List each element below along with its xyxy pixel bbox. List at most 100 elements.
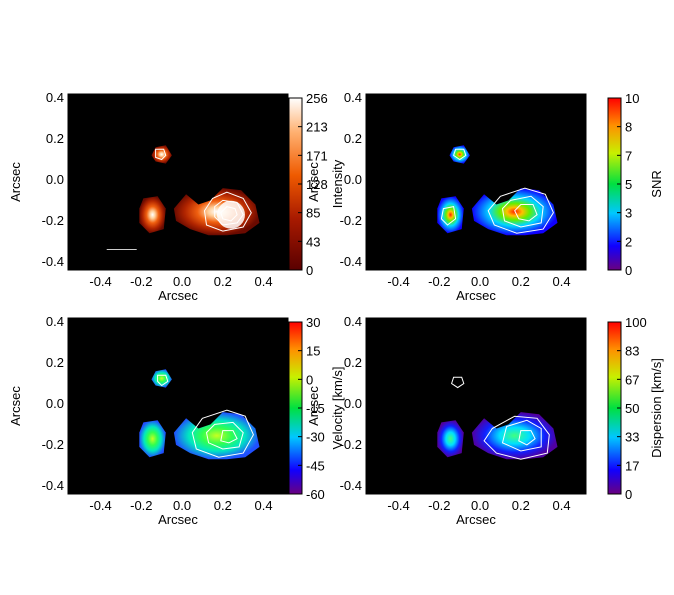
- emission-map: [139, 145, 260, 236]
- x-axis-label: Arcsec: [158, 288, 198, 303]
- y-tick-label: 0.2: [344, 355, 362, 370]
- x-tick-label: -0.2: [130, 274, 152, 289]
- chart-panel-bottom-right: -0.4 -0.2 0.0 0.2 0.4 0.4 0.2 0.0 -0.2 -0.4 Arcsec…: [306, 314, 664, 527]
- colorbar-label: Intensity: [330, 159, 345, 208]
- y-tick-label: -0.4: [42, 254, 64, 269]
- contour-line: [214, 199, 244, 226]
- colorbar-tick-label: 0: [625, 487, 632, 502]
- y-tick-label: 0.2: [46, 131, 64, 146]
- emission-region-left: [139, 196, 166, 234]
- colorbar-tick-label: 10: [625, 91, 639, 106]
- x-tick-label: 0.0: [173, 498, 191, 513]
- y-tick-label: 0.4: [344, 90, 362, 105]
- x-tick-label: -0.2: [428, 498, 450, 513]
- contour-line: [157, 374, 169, 387]
- colorbar-tick-label: 17: [625, 458, 639, 473]
- colorbar-tick-label: -45: [306, 458, 325, 473]
- contour-line: [487, 187, 554, 234]
- y-tick-label: 0.0: [46, 396, 64, 411]
- x-tick-label: 0.4: [255, 498, 273, 513]
- chart-panel-bottom-left: -0.4 -0.2 0.0 0.2 0.4 0.4 0.2 0.0 -0.2 -0.4 Arcsec…: [8, 314, 345, 527]
- x-tick-label: 0.0: [471, 274, 489, 289]
- chart-panel-top-right: -0.4 -0.2 0.0 0.2 0.4 0.4 0.2 0.0 -0.2 -0.4 Arcsec…: [306, 90, 664, 303]
- y-axis-label: Arcsec: [306, 162, 321, 202]
- y-tick-label: 0.2: [46, 355, 64, 370]
- plot-frame: [365, 317, 587, 495]
- colorbar-tick-label: 15: [306, 344, 320, 359]
- map-background: [68, 318, 288, 494]
- fwhm-label: FWHM: [107, 255, 141, 267]
- contour-line: [501, 419, 542, 452]
- emission-region-left: [437, 420, 464, 458]
- colorbar-tick-label: 256: [306, 91, 328, 106]
- x-axis-label: Arcsec: [456, 288, 496, 303]
- colorbar-tick-label: 0: [306, 263, 313, 278]
- contour-line: [451, 376, 465, 389]
- colorbar-tick-label: -30: [306, 430, 325, 445]
- x-tick-label: 0.2: [512, 274, 530, 289]
- x-tick-label: -0.4: [89, 274, 111, 289]
- emission-region-top: [151, 369, 172, 388]
- x-tick-label: 0.0: [173, 274, 191, 289]
- contour-line: [220, 206, 238, 222]
- x-tick-label: -0.2: [428, 274, 450, 289]
- y-tick-label: 0.0: [344, 396, 362, 411]
- contour-line: [483, 415, 550, 460]
- plot-frame: [67, 317, 289, 495]
- colorbar-tick-label: 100: [625, 315, 647, 330]
- y-tick-label: -0.2: [42, 213, 64, 228]
- x-tick-label: -0.4: [89, 498, 111, 513]
- map-background: [68, 94, 288, 270]
- colorbar-tick-label: 33: [625, 430, 639, 445]
- y-axis-label: Arcsec: [8, 386, 23, 426]
- contour-line: [203, 191, 252, 232]
- colorbar-tick-label: 0: [306, 372, 313, 387]
- colorbar-tick-label: -15: [306, 401, 325, 416]
- x-tick-label: 0.2: [512, 498, 530, 513]
- contour-line: [191, 409, 254, 458]
- colorbar-tick-label: 213: [306, 120, 328, 135]
- map-background: [366, 94, 586, 270]
- plot-frame: [365, 93, 587, 271]
- contour-line: [220, 430, 238, 444]
- map-background: [366, 318, 586, 494]
- contour-line: [514, 204, 538, 222]
- emission-region-left: [437, 196, 464, 234]
- y-axis-label: Arcsec: [8, 162, 23, 202]
- emission-map: [139, 369, 260, 460]
- x-tick-label: 0.4: [255, 274, 273, 289]
- colorbar-tick-label: -60: [306, 487, 325, 502]
- y-tick-label: -0.4: [42, 478, 64, 493]
- y-tick-label: 0.4: [46, 90, 64, 105]
- plot-frame: [67, 93, 289, 271]
- y-tick-label: 0.2: [344, 131, 362, 146]
- chart-panel-top-left: -0.4 -0.2 0.0 0.2 0.4 0.4 0.2 0.0 -0.2 -0.4 Arcsec…: [8, 90, 345, 303]
- x-tick-label: 0.2: [214, 498, 232, 513]
- y-tick-label: 0.0: [344, 172, 362, 187]
- colorbar-tick-label: 30: [306, 315, 320, 330]
- contour-line: [155, 148, 167, 161]
- y-tick-label: 0.4: [46, 314, 64, 329]
- x-axis-label: Arcsec: [158, 512, 198, 527]
- colorbar-tick-label: 8: [625, 120, 632, 135]
- colorbar-label: SNR: [649, 170, 664, 197]
- emission-map: [437, 376, 558, 460]
- emission-map: [437, 145, 558, 236]
- contour-line: [205, 421, 244, 450]
- y-tick-label: -0.4: [340, 478, 362, 493]
- colorbar-label: Dispersion [km/s]: [649, 358, 664, 458]
- y-tick-label: -0.2: [42, 437, 64, 452]
- x-tick-label: -0.2: [130, 498, 152, 513]
- colorbar-tick-label: 67: [625, 372, 639, 387]
- colorbar-tick-label: 0: [625, 263, 632, 278]
- y-tick-label: 0.0: [46, 172, 64, 187]
- colorbar-tick-label: 7: [625, 148, 632, 163]
- y-tick-label: -0.2: [340, 213, 362, 228]
- colorbar-tick-label: 2: [625, 234, 632, 249]
- contour-line: [501, 195, 544, 228]
- colorbar-tick-label: 5: [625, 177, 632, 192]
- x-tick-label: -0.4: [387, 274, 409, 289]
- x-tick-label: 0.2: [214, 274, 232, 289]
- colorbar-label: Velocity [km/s]: [330, 366, 345, 449]
